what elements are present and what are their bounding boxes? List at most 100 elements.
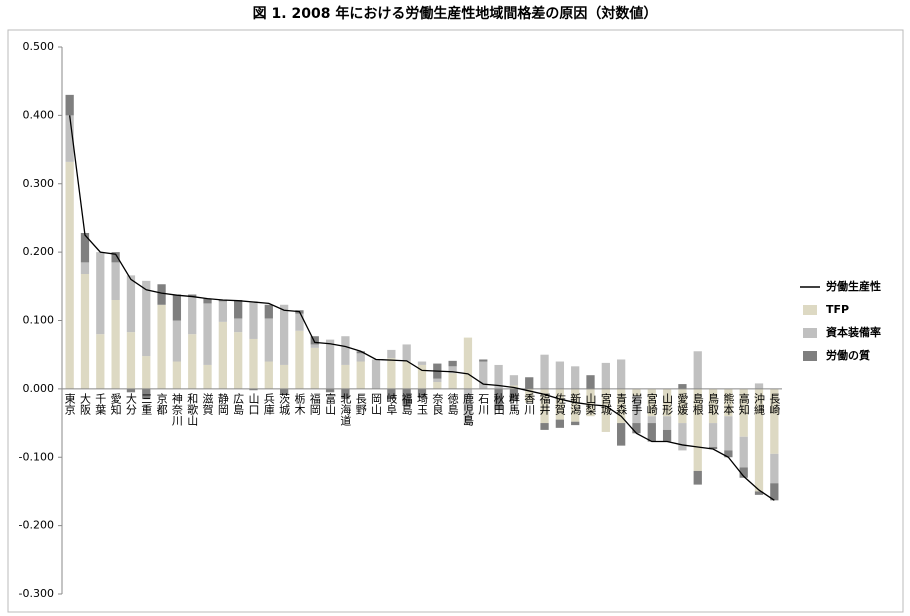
y-tick-label: -0.100 [19,450,54,463]
bar-segment [463,337,473,389]
x-tick-label: 岐阜 [385,393,398,416]
x-tick-label: 大分 [124,392,137,415]
x-tick-label: 滋賀 [201,393,214,416]
bar-segment [356,353,365,362]
x-tick-label: 山形 [661,393,674,416]
bar-segment [693,388,702,471]
bar-segment [126,332,136,389]
x-tick-label: 千葉 [94,393,107,415]
chart-frame [7,29,904,613]
y-tick-label: 0.400 [23,108,55,121]
bar-segment [325,388,335,393]
bar-segment [571,388,580,422]
x-tick-label: 岩手 [630,392,643,416]
bar-segment [509,388,519,402]
bar-segment [754,388,764,492]
bar-segment [295,313,304,331]
y-tick-label: 0.000 [23,382,55,395]
bar-segment [172,320,182,362]
bar-segment [249,338,258,389]
bar-segment [632,395,641,424]
bar-segment [387,358,396,389]
bar-segment [203,303,212,365]
bar-segment [218,321,227,389]
bar-segment [770,483,779,501]
bar-segment [555,388,565,420]
bar-segment [708,423,718,447]
bar-segment [693,470,702,485]
x-tick-label: 茨城 [278,392,291,415]
bar-segment [126,388,136,393]
bar-segment [693,351,702,389]
bar-segment [739,436,748,468]
bar-segment [142,388,151,400]
bar-segment [555,361,565,389]
x-tick-label: 沖縄 [753,393,766,415]
bar-segment [264,304,273,319]
bar-segment [157,304,166,389]
bar-segment [678,384,687,389]
x-tick-label: 京都 [155,392,168,415]
bar-segment [601,362,610,389]
bar-segment [80,274,90,389]
x-tick-label: 広島 [232,393,245,416]
bar-segment [65,161,74,389]
bar-segment [448,373,457,389]
bar-segment [188,294,197,297]
y-tick-label: 0.200 [23,245,55,258]
bar-segment [586,388,595,417]
x-tick-label: 福井 [538,392,551,416]
bar-segment [279,364,289,389]
bar-segment [249,388,258,391]
x-tick-label: 長崎 [768,393,781,415]
bar-segment [433,378,442,383]
bar-segment [463,388,473,426]
bar-segment [540,423,549,430]
y-tick-label: 0.300 [23,177,55,190]
bar-segment [172,361,182,389]
x-tick-label: 栃木 [293,392,306,416]
bar-segment [234,318,243,333]
bar-segment [479,359,488,362]
bar-segment [80,262,90,275]
x-tick-label: 鳥取 [707,392,720,416]
bar-segment [80,232,90,263]
bar-segment [479,361,488,389]
bar-segment [448,366,457,374]
bar-segment [632,423,641,434]
bar-segment [632,388,641,396]
x-tick-label: 東京 [63,393,76,416]
x-tick-label: 三重 [140,393,153,415]
x-tick-label: 徳島 [446,393,459,416]
y-tick-label: -0.300 [19,587,54,600]
bar-segment [279,388,289,395]
bar-segment [417,361,427,365]
x-tick-label: 山口 [247,393,260,415]
y-tick-label: -0.200 [19,519,54,532]
bar-segment [203,298,212,304]
bar-segment [310,336,319,345]
x-tick-label: 香川 [523,393,536,415]
bar-segment [678,388,687,424]
bar-segment [142,356,151,389]
x-tick-label: 島根 [691,392,704,416]
bar-segment [341,364,350,389]
bar-segment [708,388,718,424]
bar-segment [571,366,580,389]
bar-segment [724,450,733,458]
bar-segment [111,262,120,300]
bar-segment [647,388,656,417]
bar-segment [678,423,687,451]
bar-segment [65,94,74,116]
bar-segment [387,388,396,400]
legend-label: 労働生産性 [826,279,881,293]
bar-segment [249,301,258,339]
bar-segment [617,423,626,446]
bar-segment [172,294,182,321]
x-tick-label: 長野 [354,393,367,415]
x-tick-label: 埼玉 [416,392,429,415]
y-tick-label: 0.500 [23,40,55,53]
bar-segment [341,336,350,365]
legend-label: 資本装備率 [826,325,881,339]
